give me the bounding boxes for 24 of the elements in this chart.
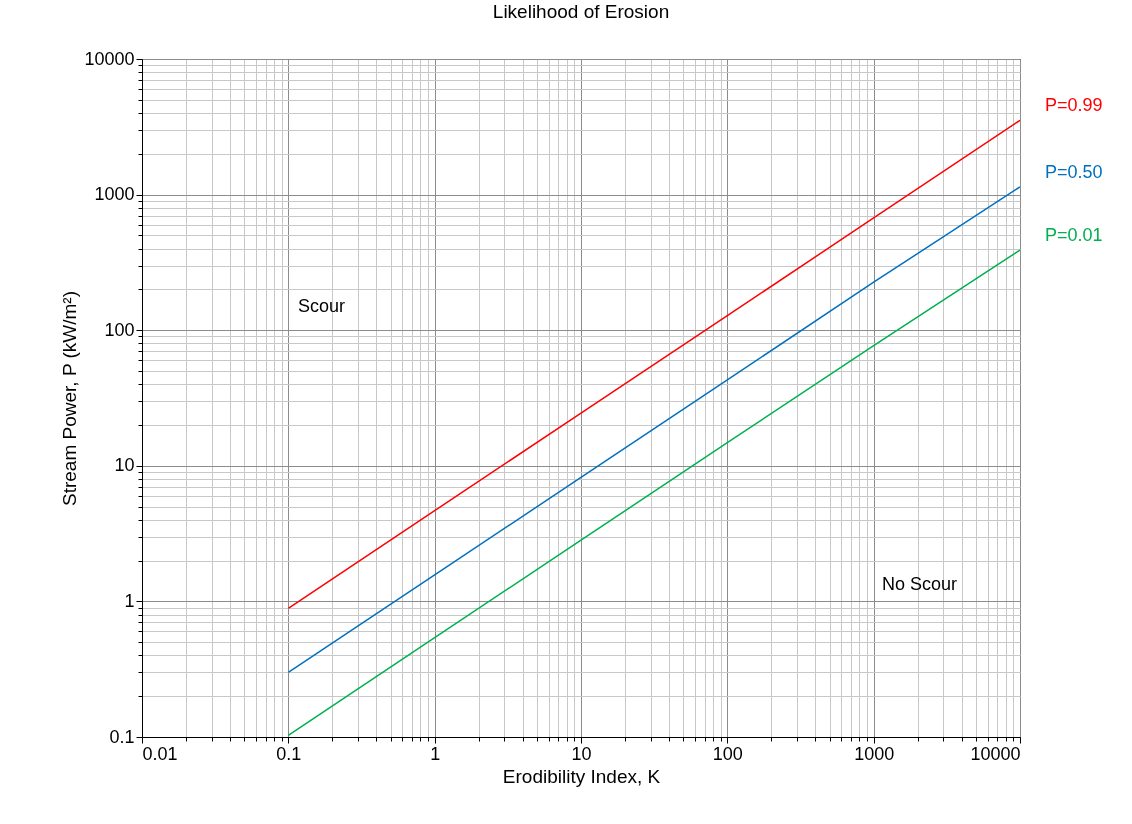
y-tick-label: 10000 — [84, 48, 135, 69]
x-tick-label: 10000 — [970, 743, 1021, 764]
x-tick-label: 0.1 — [276, 743, 302, 764]
line-series — [287, 186, 1020, 674]
x-tick-label: 1 — [430, 743, 441, 764]
series-label: P=0.01 — [1045, 225, 1103, 246]
y-tick-label: 1 — [124, 590, 135, 611]
x-tick-label: 10 — [571, 743, 592, 764]
series-label: P=0.99 — [1045, 95, 1103, 116]
line-series — [287, 249, 1020, 737]
y-tick-label: 100 — [104, 319, 135, 340]
annotation: Scour — [298, 296, 346, 316]
series-label: P=0.50 — [1045, 161, 1103, 182]
y-tick-label: 0.1 — [109, 726, 135, 747]
y-axis-title: Stream Power, P (kW/m²) — [59, 290, 81, 507]
x-axis-title: Erodibility Index, K — [502, 765, 661, 787]
chart-title: Likelihood of Erosion — [492, 1, 670, 22]
y-tick-label: 10 — [114, 455, 135, 476]
annotation: No Scour — [882, 574, 958, 594]
y-tick-label: 1000 — [94, 184, 135, 205]
x-tick-label: 1000 — [854, 743, 895, 764]
x-tick-label: 0.01 — [142, 743, 178, 764]
line-series — [287, 119, 1020, 610]
x-tick-label: 100 — [712, 743, 743, 764]
